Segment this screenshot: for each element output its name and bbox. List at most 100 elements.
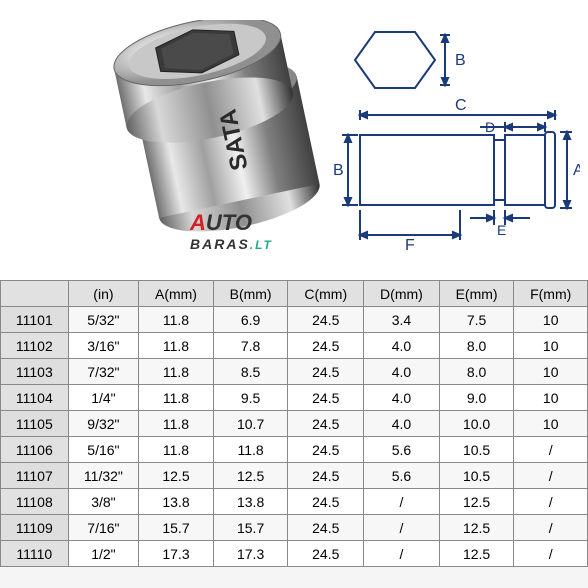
table-cell: 9/32" xyxy=(68,411,139,437)
table-cell: 11.8 xyxy=(139,333,214,359)
watermark-uto: UTO xyxy=(206,210,252,235)
table-cell: 7.8 xyxy=(213,333,288,359)
table-cell: 11/32" xyxy=(68,463,139,489)
diagram-label-b: B xyxy=(333,162,344,179)
table-cell: 24.5 xyxy=(288,411,364,437)
table-header-cell: D(mm) xyxy=(364,281,440,307)
table-cell: 5.6 xyxy=(364,437,440,463)
table-cell: 3/8" xyxy=(68,489,139,515)
table-cell: 13.8 xyxy=(213,489,288,515)
diagram-label-d: D xyxy=(485,119,495,135)
table-cell: / xyxy=(364,541,440,567)
table-cell: 11102 xyxy=(1,333,69,359)
table-cell: 10.0 xyxy=(439,411,514,437)
table-row: 111041/4"11.89.524.54.09.010 xyxy=(1,385,588,411)
table-cell: 5/16" xyxy=(68,437,139,463)
table-cell: 24.5 xyxy=(288,437,364,463)
table-cell: 11.8 xyxy=(139,437,214,463)
table-cell: 15.7 xyxy=(139,515,214,541)
table-cell: 11.8 xyxy=(139,411,214,437)
diagram-label-a: A xyxy=(573,162,580,179)
table-cell: 8.0 xyxy=(439,359,514,385)
table-cell: 11110 xyxy=(1,541,69,567)
table-cell: / xyxy=(364,489,440,515)
table-header-cell: (in) xyxy=(68,281,139,307)
table-row: 1110711/32"12.512.524.55.610.5/ xyxy=(1,463,588,489)
table-header-cell: B(mm) xyxy=(213,281,288,307)
table-cell: 12.5 xyxy=(439,515,514,541)
table-header-cell: A(mm) xyxy=(139,281,214,307)
table-header-cell: E(mm) xyxy=(439,281,514,307)
table-body: 111015/32"11.86.924.53.47.510111023/16"1… xyxy=(1,307,588,567)
diagram-label-b-top: B xyxy=(455,52,466,69)
table-cell: 13.8 xyxy=(139,489,214,515)
top-figure-area: SATA B xyxy=(0,0,588,280)
table-cell: 9.0 xyxy=(439,385,514,411)
table-cell: 7/32" xyxy=(68,359,139,385)
table-cell: 8.5 xyxy=(213,359,288,385)
table-cell: / xyxy=(514,541,588,567)
table-cell: 11106 xyxy=(1,437,69,463)
table-cell: 15.7 xyxy=(213,515,288,541)
table-cell: 11104 xyxy=(1,385,69,411)
table-cell: 11109 xyxy=(1,515,69,541)
table-cell: / xyxy=(514,463,588,489)
table-cell: 4.0 xyxy=(364,385,440,411)
table-cell: 17.3 xyxy=(139,541,214,567)
table-cell: 5.6 xyxy=(364,463,440,489)
table-cell: 3.4 xyxy=(364,307,440,333)
table-cell: / xyxy=(514,515,588,541)
table-cell: 10 xyxy=(514,333,588,359)
table-cell: 11.8 xyxy=(139,385,214,411)
table-cell: 24.5 xyxy=(288,489,364,515)
table-cell: / xyxy=(514,489,588,515)
table-cell: 12.5 xyxy=(213,463,288,489)
table-row: 111101/2"17.317.324.5/12.5/ xyxy=(1,541,588,567)
table-row: 111015/32"11.86.924.53.47.510 xyxy=(1,307,588,333)
table-header-cell: F(mm) xyxy=(514,281,588,307)
table-cell: 4.0 xyxy=(364,359,440,385)
watermark-a: A xyxy=(190,210,206,235)
table-cell: 10 xyxy=(514,385,588,411)
table-cell: 11101 xyxy=(1,307,69,333)
spec-table-container: (in)A(mm)B(mm)C(mm)D(mm)E(mm)F(mm) 11101… xyxy=(0,280,588,567)
table-cell: 11107 xyxy=(1,463,69,489)
table-cell: 12.5 xyxy=(439,489,514,515)
diagram-label-c: C xyxy=(455,97,467,114)
table-cell: 11108 xyxy=(1,489,69,515)
diagram-label-f: F xyxy=(405,237,415,254)
socket-photo: SATA xyxy=(10,20,320,260)
table-cell: 4.0 xyxy=(364,411,440,437)
table-cell: 3/16" xyxy=(68,333,139,359)
table-row: 111097/16"15.715.724.5/12.5/ xyxy=(1,515,588,541)
table-cell: / xyxy=(364,515,440,541)
table-cell: 4.0 xyxy=(364,333,440,359)
table-cell: 5/32" xyxy=(68,307,139,333)
table-cell: 1/2" xyxy=(68,541,139,567)
table-row: 111083/8"13.813.824.5/12.5/ xyxy=(1,489,588,515)
table-cell: / xyxy=(514,437,588,463)
table-cell: 10 xyxy=(514,359,588,385)
table-cell: 6.9 xyxy=(213,307,288,333)
table-cell: 11.8 xyxy=(139,307,214,333)
table-cell: 24.5 xyxy=(288,385,364,411)
table-header-cell: C(mm) xyxy=(288,281,364,307)
table-cell: 11.8 xyxy=(213,437,288,463)
table-cell: 10.5 xyxy=(439,463,514,489)
technical-diagram: B xyxy=(330,20,580,260)
table-cell: 10.7 xyxy=(213,411,288,437)
spec-table: (in)A(mm)B(mm)C(mm)D(mm)E(mm)F(mm) 11101… xyxy=(0,280,588,567)
table-cell: 10 xyxy=(514,411,588,437)
table-cell: 24.5 xyxy=(288,307,364,333)
table-cell: 24.5 xyxy=(288,333,364,359)
table-header-cell xyxy=(1,281,69,307)
table-cell: 10.5 xyxy=(439,437,514,463)
watermark-logo: AUTO BARAS.LT xyxy=(190,210,273,252)
table-cell: 11.8 xyxy=(139,359,214,385)
table-cell: 7.5 xyxy=(439,307,514,333)
table-cell: 1/4" xyxy=(68,385,139,411)
table-cell: 24.5 xyxy=(288,515,364,541)
table-cell: 7/16" xyxy=(68,515,139,541)
table-cell: 10 xyxy=(514,307,588,333)
table-cell: 8.0 xyxy=(439,333,514,359)
